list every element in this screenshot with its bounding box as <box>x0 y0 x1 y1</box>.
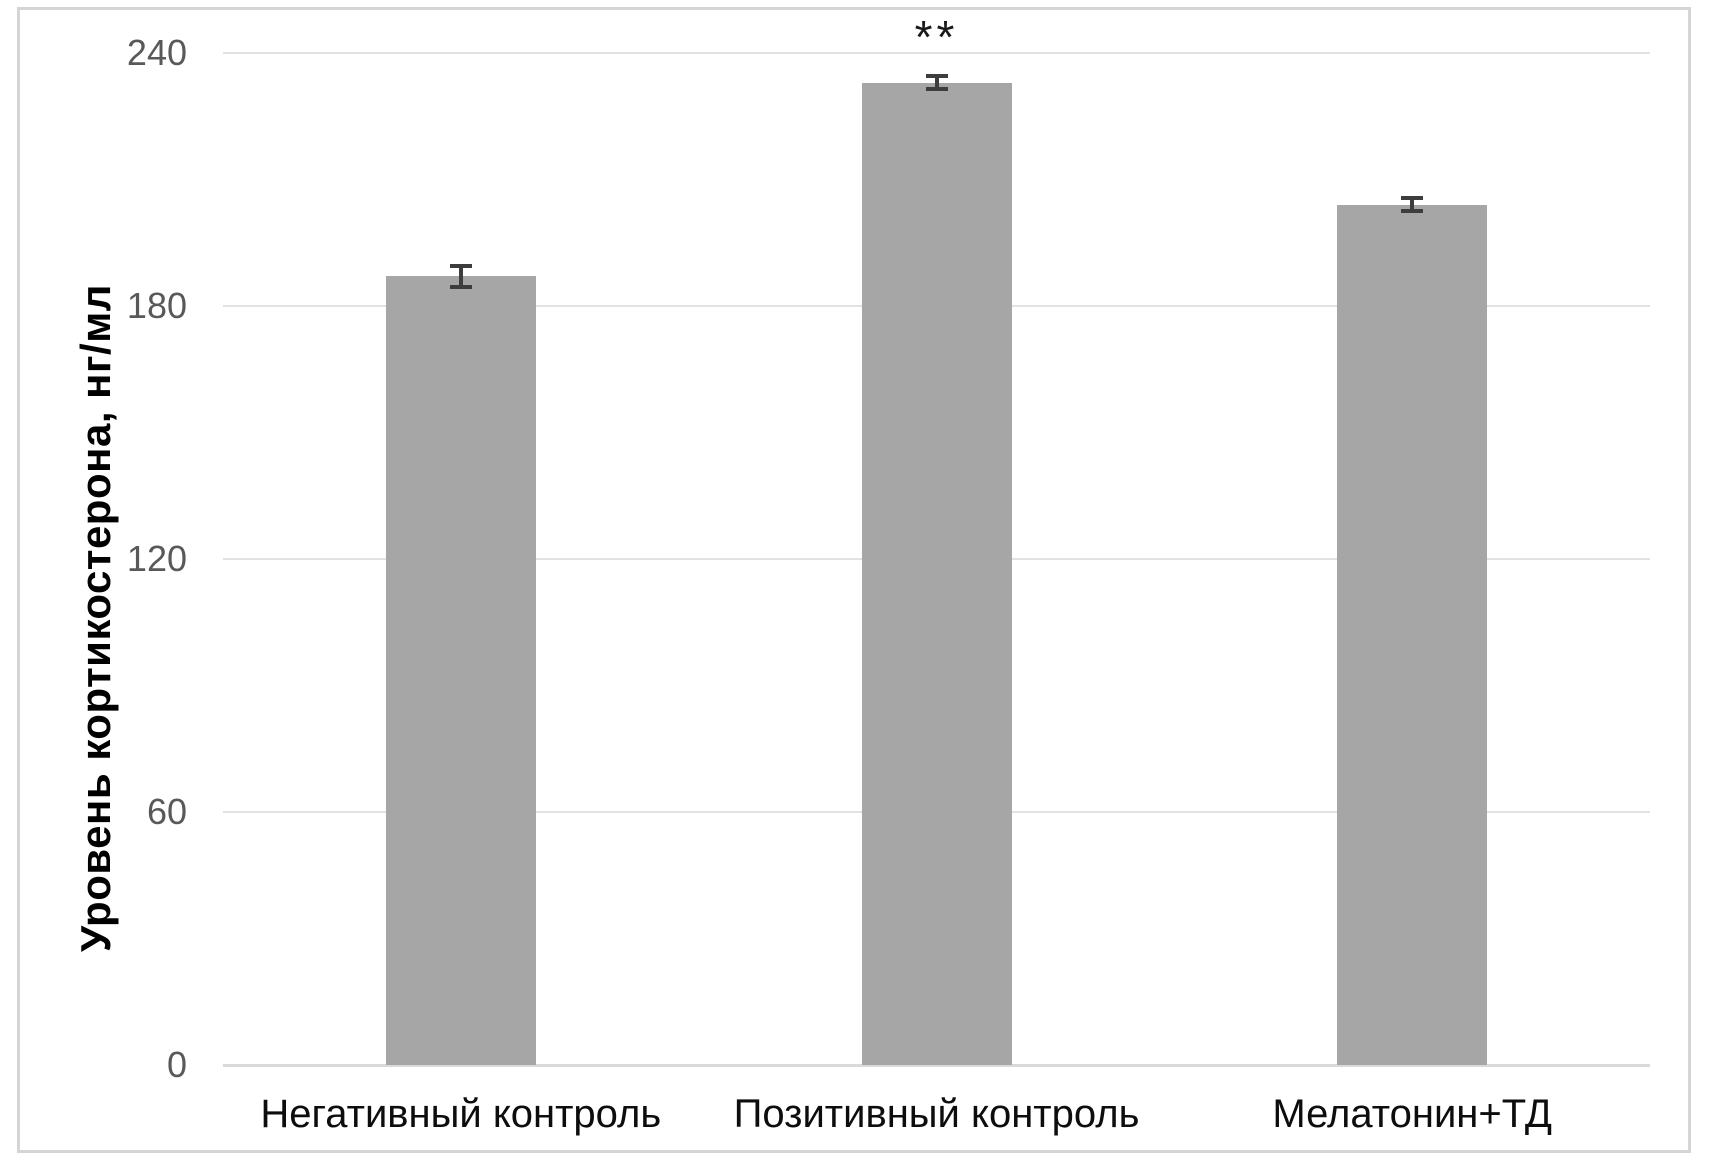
error-bar-stem <box>1410 196 1415 214</box>
error-bar-stem <box>458 263 463 290</box>
y-tick-label-240: 240 <box>126 32 187 73</box>
error-bar-3 <box>1401 196 1424 214</box>
bar-3 <box>1337 204 1488 1065</box>
y-axis-title: Уровень кортикостерона, нг/мл <box>72 284 119 952</box>
error-bar-1 <box>449 263 472 290</box>
category-label-2: Позитивный контроль <box>733 1092 1140 1136</box>
y-tick-label-120: 120 <box>126 538 187 579</box>
error-bar-2 <box>925 74 948 91</box>
category-label-1: Негативный контроль <box>260 1092 662 1136</box>
x-axis-line <box>223 1064 1650 1067</box>
y-tick-label-0: 0 <box>166 1044 187 1085</box>
bar-1 <box>385 276 536 1065</box>
y-tick-label-180: 180 <box>126 285 187 326</box>
y-tick-label-60: 60 <box>146 791 187 832</box>
bar-2 <box>861 82 1012 1065</box>
significance-marker: ** <box>914 11 959 63</box>
gridline-240 <box>223 52 1650 54</box>
category-label-3: Мелатонин+ТД <box>1272 1092 1552 1136</box>
error-bar-stem <box>934 74 939 91</box>
